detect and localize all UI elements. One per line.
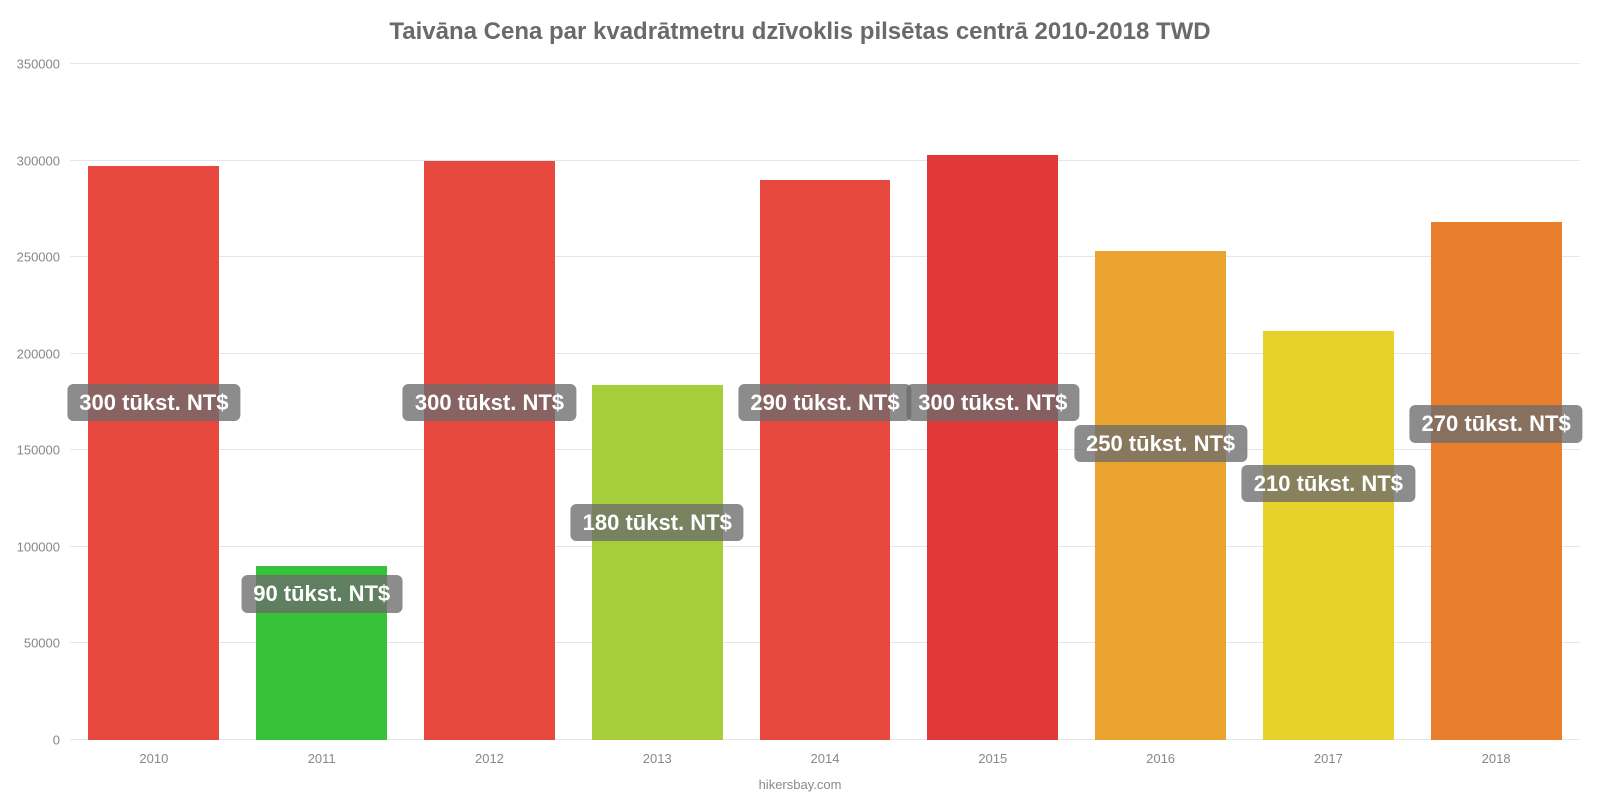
bar-slot: 300 tūkst. NT$ (909, 64, 1077, 740)
x-tick-label: 2011 (238, 751, 406, 766)
bar-slot: 290 tūkst. NT$ (741, 64, 909, 740)
y-tick-label: 200000 (17, 346, 60, 361)
bar (760, 180, 891, 740)
bar-value-label: 250 tūkst. NT$ (1074, 425, 1247, 462)
bar-value-label: 300 tūkst. NT$ (906, 384, 1079, 421)
plot-area: 0500001000001500002000002500003000003500… (70, 64, 1580, 740)
bar-value-label: 300 tūkst. NT$ (67, 384, 240, 421)
y-tick-label: 50000 (24, 636, 60, 651)
bar (1095, 251, 1226, 740)
bar-slot: 300 tūkst. NT$ (70, 64, 238, 740)
y-tick-label: 300000 (17, 153, 60, 168)
chart-title: Taivāna Cena par kvadrātmetru dzīvoklis … (0, 0, 1600, 46)
y-tick-label: 350000 (17, 57, 60, 72)
bar-slot: 250 tūkst. NT$ (1077, 64, 1245, 740)
chart-container: Taivāna Cena par kvadrātmetru dzīvoklis … (0, 0, 1600, 800)
chart-footer: hikersbay.com (0, 777, 1600, 792)
bar-slot: 270 tūkst. NT$ (1412, 64, 1580, 740)
y-tick-label: 150000 (17, 443, 60, 458)
bar-value-label: 270 tūkst. NT$ (1410, 405, 1583, 442)
y-tick-label: 0 (53, 733, 60, 748)
bar-slot: 90 tūkst. NT$ (238, 64, 406, 740)
x-tick-label: 2018 (1412, 751, 1580, 766)
y-tick-label: 250000 (17, 250, 60, 265)
bar-value-label: 290 tūkst. NT$ (738, 384, 911, 421)
bar-slot: 300 tūkst. NT$ (406, 64, 574, 740)
x-tick-label: 2010 (70, 751, 238, 766)
bar (1263, 331, 1394, 740)
bars-group: 300 tūkst. NT$ 90 tūkst. NT$ 300 tūkst. NT… (70, 64, 1580, 740)
x-axis: 201020112012201320142015201620172018 (70, 751, 1580, 766)
bar-value-label: 90 tūkst. NT$ (241, 575, 402, 612)
bar-value-label: 180 tūkst. NT$ (571, 504, 744, 541)
bar-slot: 210 tūkst. NT$ (1244, 64, 1412, 740)
x-tick-label: 2014 (741, 751, 909, 766)
bar-value-label: 300 tūkst. NT$ (403, 384, 576, 421)
x-tick-label: 2012 (406, 751, 574, 766)
bar (88, 166, 219, 740)
bar (927, 155, 1058, 740)
bar (424, 161, 555, 740)
x-tick-label: 2013 (573, 751, 741, 766)
y-tick-label: 100000 (17, 539, 60, 554)
bar (1431, 222, 1562, 740)
x-tick-label: 2017 (1244, 751, 1412, 766)
bar (592, 385, 723, 740)
x-tick-label: 2016 (1077, 751, 1245, 766)
x-tick-label: 2015 (909, 751, 1077, 766)
bar-slot: 180 tūkst. NT$ (573, 64, 741, 740)
bar-value-label: 210 tūkst. NT$ (1242, 465, 1415, 502)
